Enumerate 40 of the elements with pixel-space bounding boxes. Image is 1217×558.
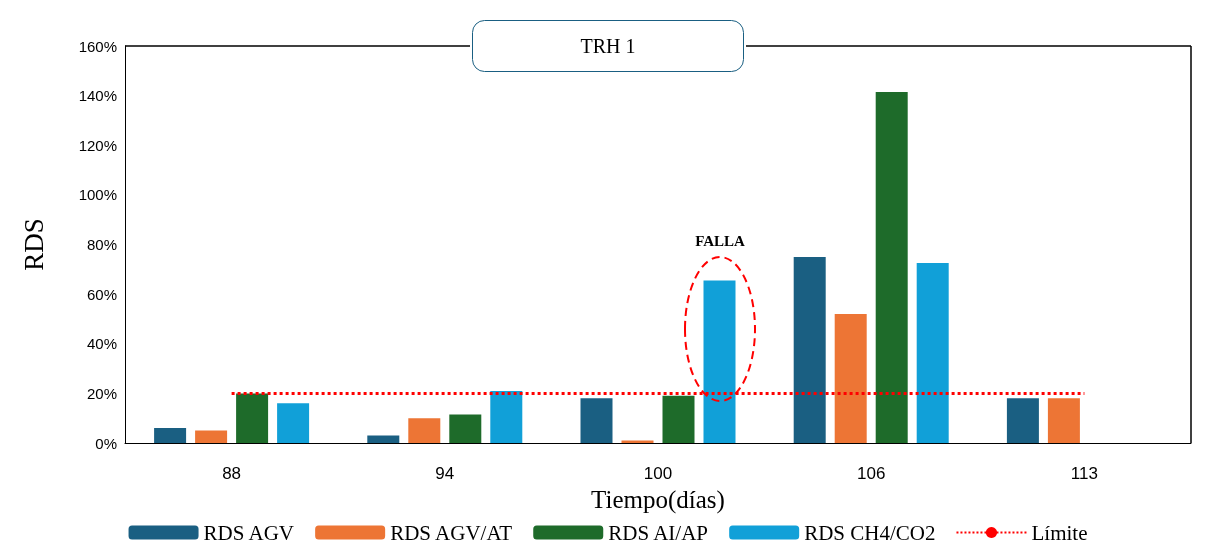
legend-label: RDS AGV/AT [390,520,513,545]
y-tick-label: 40% [86,335,117,353]
y-tick-label: 80% [86,236,117,253]
bar [195,430,228,443]
bar [703,280,736,443]
bar [449,414,482,443]
y-axis-title: RDS [18,218,49,271]
x-tick-label: 100 [643,464,673,483]
annotation: FALLA [695,233,746,249]
legend-label: RDS AI/AP [608,520,709,545]
y-tick-label: 0% [95,434,117,452]
y-tick-label: 160% [78,37,117,55]
bar [1047,398,1080,443]
legend-label: Límite [1031,520,1088,545]
legend-label: RDS AGV [203,520,294,545]
bar [277,403,310,443]
chart-title: TRH 1 [580,35,636,57]
legend-label: RDS CH4/CO2 [804,520,936,545]
x-tick-label: 113 [1070,464,1098,483]
x-tick-label: 106 [857,464,886,483]
x-axis-title: Tiempo(días) [591,485,725,514]
bar [580,398,613,443]
bar [1006,398,1039,443]
bar [408,418,441,443]
x-tick-label: 88 [222,464,242,483]
y-tick-label: 60% [86,285,117,303]
bar [916,263,949,443]
y-tick-label: 120% [78,136,117,154]
bar [662,395,695,443]
bar [367,435,400,443]
y-tick-label: 100% [78,186,117,204]
bar [875,91,908,443]
x-tick-label: 94 [435,464,455,483]
y-tick-label: 20% [86,384,117,402]
bar [834,313,867,443]
bar [793,256,826,443]
bar [236,393,269,443]
bar [490,390,523,443]
y-tick-label: 140% [78,87,117,105]
bar [154,428,187,443]
